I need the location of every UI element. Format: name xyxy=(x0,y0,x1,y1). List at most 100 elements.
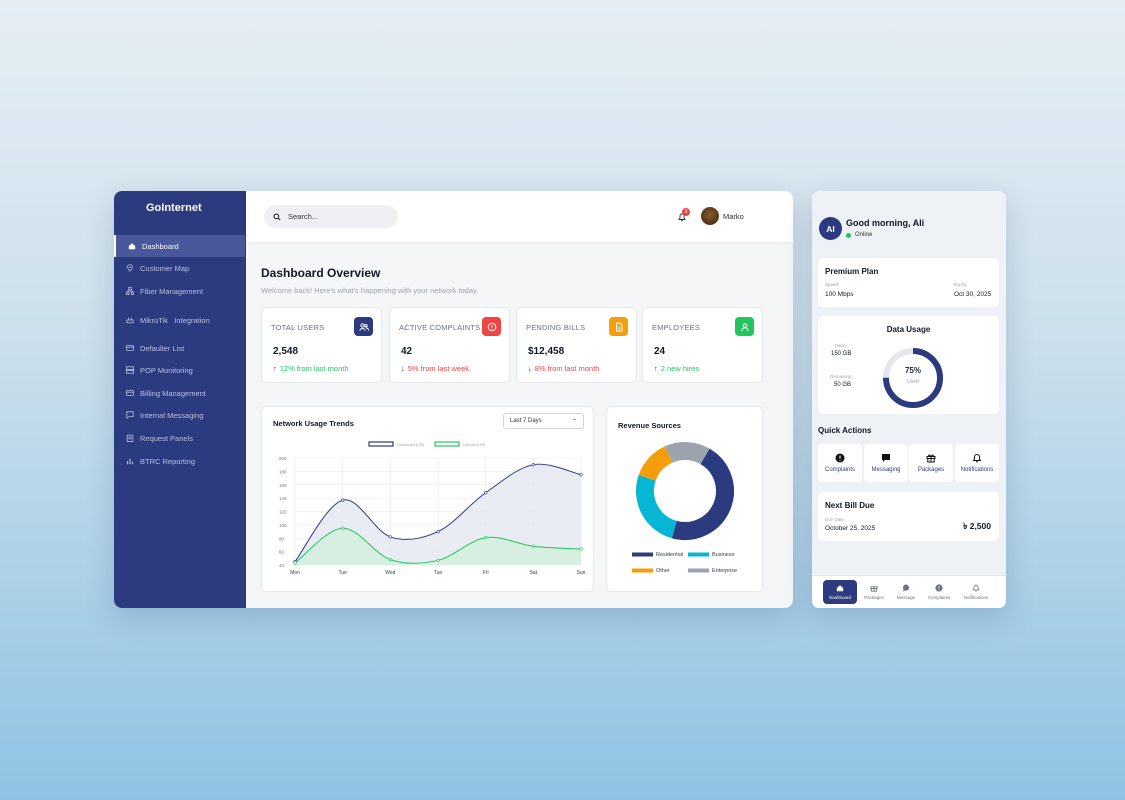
series-area xyxy=(295,528,581,565)
brand-logo: GoInternet xyxy=(146,202,202,214)
revenue-chart-card: Revenue Sources Residential Business Other… xyxy=(606,406,763,592)
data-point xyxy=(531,544,535,548)
alert-icon xyxy=(835,453,845,463)
quick-action-messaging[interactable]: Messaging xyxy=(864,444,908,482)
y-tick-label: 100 xyxy=(279,523,287,528)
data-point xyxy=(341,498,345,502)
bottom-tab-bar: Dashboard Packages Message Complaints No… xyxy=(812,575,1006,608)
due-date-label: Due Date xyxy=(825,517,845,522)
server-icon xyxy=(126,366,134,374)
sidebar-item-fiber-management[interactable]: Fiber Management xyxy=(114,280,245,302)
mobile-app: AI Good morning, Ali Online Premium Plan… xyxy=(812,191,1006,608)
quick-action-complaints[interactable]: Complaints xyxy=(818,444,862,482)
sidebar-item-dashboard[interactable]: Dashboard xyxy=(114,235,245,257)
legend-label: Enterprise xyxy=(712,568,737,574)
stat-label: PENDING BILLS xyxy=(526,323,586,332)
home-icon xyxy=(128,243,136,250)
gift-icon xyxy=(926,454,936,463)
sidebar-item-btrc-reporting[interactable]: BTRC Reporting xyxy=(114,450,245,472)
tab-label: Message xyxy=(896,595,916,600)
search-icon xyxy=(273,212,281,221)
home-icon xyxy=(836,585,844,592)
stat-card-employees[interactable]: EMPLOYEES 24 ↑ 2 new hires xyxy=(642,307,763,383)
legend-swatch xyxy=(434,441,460,447)
legend-label: Business xyxy=(712,552,735,558)
tab-notifications[interactable]: Notifications xyxy=(959,580,993,604)
quick-action-packages[interactable]: Packages xyxy=(909,444,953,482)
sidebar-item-request-panels[interactable]: Request Panels xyxy=(114,427,245,449)
top-bar: 3 Marko xyxy=(246,191,793,242)
stat-card-total-users[interactable]: TOTAL USERS 2,548 ↑ 12% from last month xyxy=(261,307,382,383)
legend-swatch xyxy=(632,568,653,573)
sidebar-item-defaulter-list[interactable]: Defaulter List xyxy=(114,337,245,359)
data-point xyxy=(388,535,392,539)
pie-slice xyxy=(665,442,710,465)
notification-badge: 3 xyxy=(682,208,690,216)
data-point xyxy=(484,535,488,540)
stat-label: TOTAL USERS xyxy=(271,323,325,332)
stat-card-pending-bills[interactable]: PENDING BILLS $12,458 ↓ 8% from last mont… xyxy=(516,307,637,383)
y-tick-label: 160 xyxy=(279,483,287,488)
due-date-value: October 25, 2025 xyxy=(825,525,876,532)
bill-title: Next Bill Due xyxy=(825,501,875,510)
stat-change: ↓ 5% from last week xyxy=(401,364,470,373)
alert-icon xyxy=(935,584,943,592)
x-tick-label: Sat xyxy=(530,570,538,576)
sidebar-item-label: Defaulter List xyxy=(140,343,185,353)
sidebar-item-pop-monitoring[interactable]: POP Monitoring xyxy=(114,359,245,381)
avatar[interactable]: AI xyxy=(819,217,842,240)
y-tick-label: 180 xyxy=(279,469,287,474)
plan-card[interactable]: Premium Plan Speed 100 Mbps Expiry Oct 3… xyxy=(818,258,999,307)
x-tick-label: Fri xyxy=(483,570,489,576)
greeting: Good morning, Ali xyxy=(846,218,925,228)
sidebar-item-customer-map[interactable]: Customer Map xyxy=(114,257,245,279)
data-point xyxy=(436,558,440,562)
avatar[interactable] xyxy=(701,207,719,225)
y-tick-label: 60 xyxy=(279,550,285,555)
tab-message[interactable]: Message xyxy=(889,580,923,604)
tab-label: Packages xyxy=(864,595,884,600)
status-indicator: Online xyxy=(846,232,872,238)
desktop-dashboard: GoInternet Dashboard Customer Map Fiber … xyxy=(114,191,793,608)
tab-label: Dashboard xyxy=(828,595,851,600)
sidebar-item-label: Billing Management xyxy=(140,388,206,398)
remaining-value: 50 GB xyxy=(834,382,852,388)
range-dropdown[interactable]: Last 7 Days ⌃ xyxy=(503,413,584,429)
expiry-value: Oct 30, 2025 xyxy=(954,291,992,298)
quick-action-label: Notifications xyxy=(960,467,994,473)
legend-swatch xyxy=(688,568,709,573)
expiry-label: Expiry xyxy=(954,282,967,287)
stat-card-active-complaints[interactable]: ACTIVE COMPLAINTS 42 ↓ 5% from last week xyxy=(389,307,510,383)
stat-value: 24 xyxy=(654,346,666,357)
tab-packages[interactable]: Packages xyxy=(857,580,891,604)
line-chart: 40 60 80 100 120 140 160 180 200 Mon Tue Wed Tue Fri S… xyxy=(279,441,586,576)
sidebar-item-label: Fiber Management xyxy=(140,286,203,296)
sidebar-item-label: POP Monitoring xyxy=(140,365,193,375)
y-tick-label: 80 xyxy=(279,536,285,541)
file-icon xyxy=(609,317,628,336)
stat-change: ↓ 8% from last month xyxy=(528,364,600,373)
page-subtitle: Welcome back! Here's what's happening wi… xyxy=(261,286,479,295)
user-name[interactable]: Marko xyxy=(723,212,744,221)
message-icon xyxy=(126,411,134,419)
x-tick-label: Sun xyxy=(577,570,586,576)
series-area xyxy=(295,464,581,565)
x-tick-label: Mon xyxy=(290,570,300,576)
bill-card[interactable]: Next Bill Due Due Date October 25, 2025 … xyxy=(818,492,999,541)
bar-chart-icon xyxy=(127,458,133,465)
quick-action-label: Messaging xyxy=(871,467,901,473)
sidebar-item-billing-management[interactable]: Billing Management xyxy=(114,382,245,404)
data-point xyxy=(579,473,583,477)
sidebar-item-mikrotik-integration[interactable]: MikroTik Integration xyxy=(114,309,245,331)
stat-value: 2,548 xyxy=(273,346,299,357)
tab-dashboard[interactable]: Dashboard xyxy=(823,580,857,604)
user-icon xyxy=(735,317,754,336)
users-icon xyxy=(354,317,373,336)
search-input[interactable] xyxy=(288,212,388,221)
search-box[interactable] xyxy=(264,205,398,228)
quick-action-notifications[interactable]: Notifications xyxy=(955,444,999,482)
sidebar-item-label: BTRC Reporting xyxy=(140,456,196,466)
y-tick-label: 120 xyxy=(279,510,287,515)
tab-complaints[interactable]: Complaints xyxy=(922,580,956,604)
sidebar-item-internal-messaging[interactable]: Internal Messaging xyxy=(114,404,245,426)
